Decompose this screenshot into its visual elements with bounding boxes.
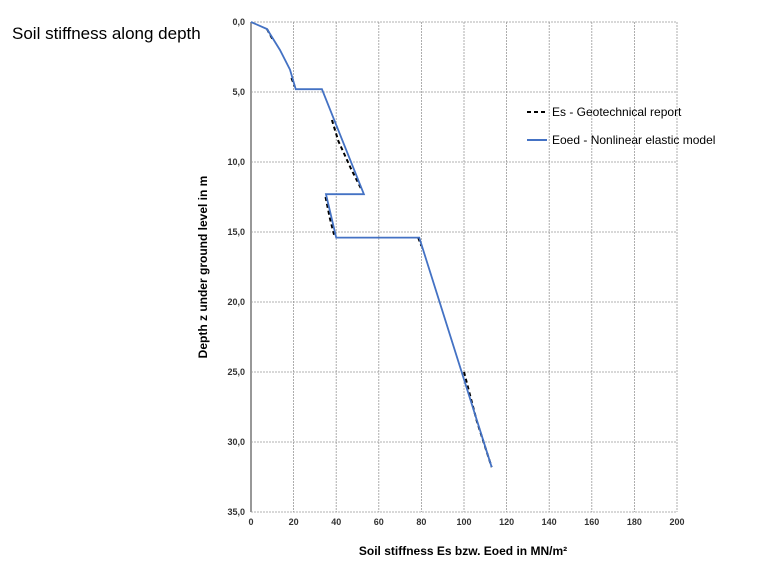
y-tick-label: 15,0 — [227, 227, 245, 237]
y-tick-label: 10,0 — [227, 157, 245, 167]
x-tick-label: 0 — [248, 517, 253, 527]
x-tick-label: 100 — [456, 517, 471, 527]
x-tick-label: 20 — [289, 517, 299, 527]
x-tick-label: 200 — [669, 517, 684, 527]
x-tick-label: 160 — [584, 517, 599, 527]
legend: Es - Geotechnical report Eoed - Nonlinea… — [527, 105, 715, 147]
legend-label-eoed: Eoed - Nonlinear elastic model — [552, 133, 715, 147]
y-tick-label: 35,0 — [227, 507, 245, 517]
legend-label-es: Es - Geotechnical report — [552, 105, 682, 119]
series-es-segment — [324, 196, 336, 236]
x-tick-label: 40 — [331, 517, 341, 527]
y-tick-label: 0,0 — [232, 17, 245, 27]
y-tick-label: 30,0 — [227, 437, 245, 447]
series-eoed-line — [250, 21, 493, 468]
page-title: Soil stiffness along depth — [12, 24, 201, 43]
x-tick-label: 120 — [499, 517, 514, 527]
x-tick-label: 140 — [542, 517, 557, 527]
x-axis-label: Soil stiffness Es bzw. Eoed in MN/m² — [359, 544, 567, 558]
x-tick-label: 80 — [416, 517, 426, 527]
y-tick-label: 20,0 — [227, 297, 245, 307]
x-tick-label: 60 — [374, 517, 384, 527]
x-tick-label: 180 — [627, 517, 642, 527]
y-tick-label: 5,0 — [232, 87, 245, 97]
y-tick-label: 25,0 — [227, 367, 245, 377]
series-es-segment — [330, 119, 363, 191]
y-axis-label: Depth z under ground level in m — [196, 176, 210, 359]
